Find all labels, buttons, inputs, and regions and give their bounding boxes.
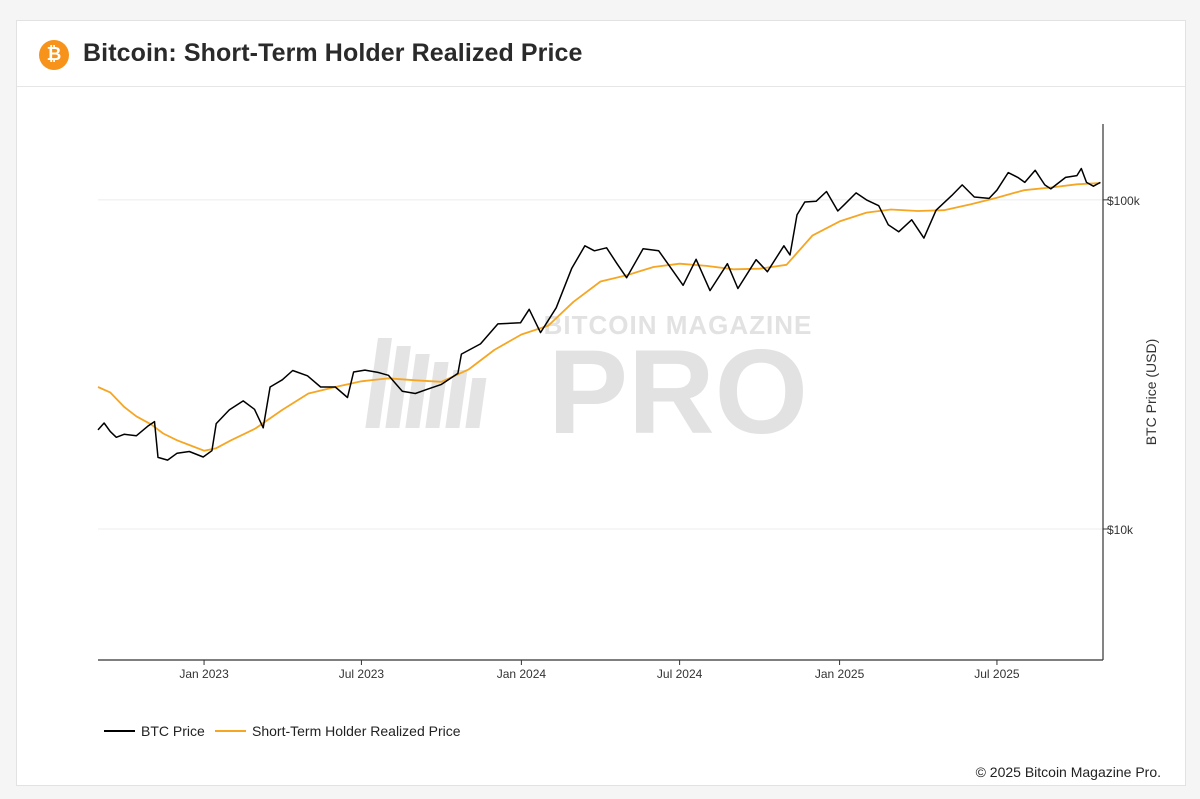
- x-tick-label: Jul 2023: [339, 667, 385, 681]
- x-tick-label: Jan 2023: [179, 667, 229, 681]
- legend-label-btc: BTC Price: [141, 723, 205, 739]
- chart-card: ₿ Bitcoin: Short-Term Holder Realized Pr…: [16, 20, 1186, 786]
- legend-label-sth: Short-Term Holder Realized Price: [252, 723, 461, 739]
- chart-header: ₿ Bitcoin: Short-Term Holder Realized Pr…: [17, 21, 1185, 87]
- bitcoin-logo-icon: ₿: [39, 40, 69, 70]
- x-ticks: Jan 2023 Jul 2023 Jan 2024 Jul 2024 Jan 2025…: [179, 660, 1020, 681]
- watermark-logo-icon: [365, 338, 487, 428]
- watermark: BITCOIN MAGAZINE PRO: [365, 310, 813, 459]
- legend-item-btc-price[interactable]: BTC Price: [104, 723, 205, 739]
- watermark-pro-text: PRO: [548, 325, 808, 459]
- grid-lines: [98, 199, 1103, 530]
- legend-item-sth-realized-price[interactable]: Short-Term Holder Realized Price: [215, 723, 461, 739]
- series-btc-price-line: [97, 167, 1101, 461]
- y-ticks: $10k $100k: [1103, 194, 1141, 537]
- x-tick-label: Jul 2024: [657, 667, 703, 681]
- legend: BTC Price Short-Term Holder Realized Pri…: [104, 723, 461, 739]
- y-tick-label: $10k: [1107, 523, 1134, 537]
- y-tick-label: $100k: [1107, 194, 1141, 208]
- x-tick-label: Jan 2025: [815, 667, 865, 681]
- chart-title: Bitcoin: Short-Term Holder Realized Pric…: [83, 39, 583, 67]
- series-lines: [97, 167, 1101, 461]
- watermark-top-text: BITCOIN MAGAZINE: [544, 310, 813, 340]
- x-tick-label: Jan 2024: [497, 667, 547, 681]
- axes: [98, 124, 1104, 661]
- x-tick-label: Jul 2025: [974, 667, 1020, 681]
- y-axis-label: BTC Price (USD): [1143, 339, 1159, 446]
- copyright-text: © 2025 Bitcoin Magazine Pro.: [975, 764, 1161, 780]
- series-sth-realized-price-line: [97, 182, 1101, 452]
